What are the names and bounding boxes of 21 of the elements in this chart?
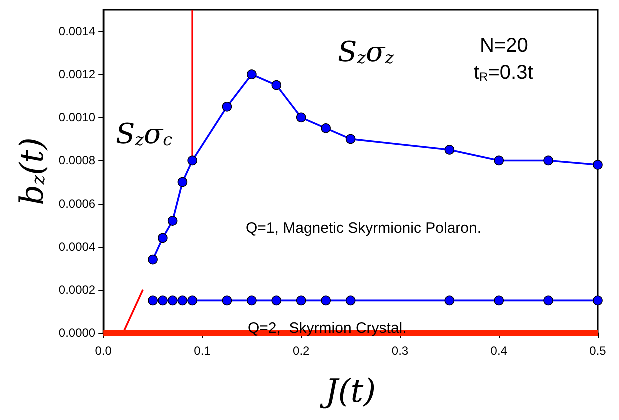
x-tick-label: 0.4: [490, 344, 508, 358]
x-tick-label: 0.3: [392, 344, 409, 358]
x-tick-label: 0.5: [590, 344, 607, 358]
y-axis-title: bz(t): [13, 138, 51, 206]
annotation: Q=1, Magnetic Skyrmionic Polaron.: [246, 220, 482, 237]
y-tick-label: 0.0010: [58, 110, 96, 125]
y-tick-label: 0.0002: [58, 282, 96, 297]
y-tick-label: 0.0008: [58, 154, 96, 168]
x-tick-label: 0.0: [95, 344, 112, 358]
y-tick-label: 0.0004: [58, 240, 96, 254]
x-tick-label: 0.1: [194, 344, 212, 358]
x-tick-label: 0.2: [293, 344, 310, 358]
y-tick-label: 0.0012: [58, 68, 96, 82]
annotation: tR=0.3t: [474, 62, 534, 84]
x-axis-title: J(t): [319, 372, 376, 410]
y-tick-label: 0.0014: [58, 24, 96, 39]
y-tick-label: 0.0006: [58, 196, 96, 211]
annotation: Szσz: [338, 36, 394, 68]
annotation: Szσc: [116, 118, 174, 150]
annotation: N=20: [480, 35, 528, 57]
y-tick-label: 0.0000: [58, 326, 96, 340]
